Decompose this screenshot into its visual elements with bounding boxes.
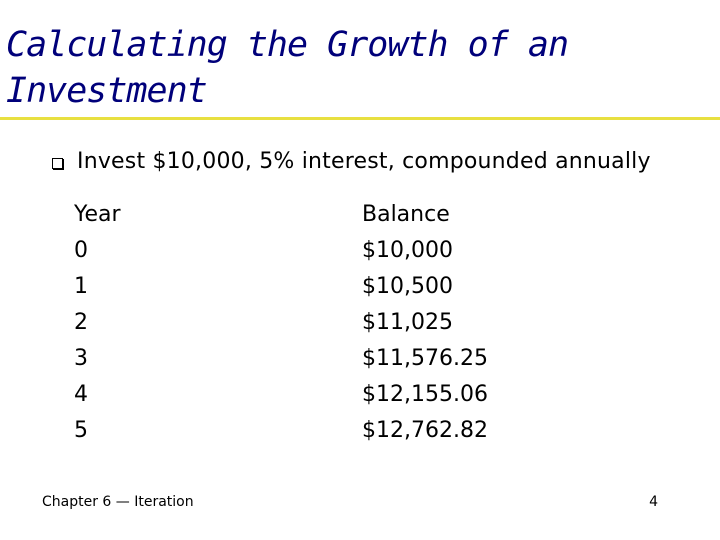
- year-cell: 5: [74, 418, 88, 443]
- slide-title: Calculating the Growth of an Investment: [6, 25, 569, 111]
- balance-cell: $11,025: [362, 310, 453, 335]
- table-row: 1 $10,500: [0, 269, 720, 305]
- page-number: 4: [649, 494, 658, 510]
- balance-cell: $12,155.06: [362, 382, 488, 407]
- year-cell: 4: [74, 382, 88, 407]
- year-cell: 3: [74, 346, 88, 371]
- table-row: 0 $10,000: [0, 233, 720, 269]
- year-cell: 1: [74, 274, 88, 299]
- bullet-item: Invest $10,000, 5% interest, compounded …: [52, 146, 651, 178]
- table-row: 4 $12,155.06: [0, 377, 720, 413]
- table-header-row: Year Balance: [0, 197, 720, 233]
- title-divider: [0, 117, 720, 120]
- balance-table: Year Balance 0 $10,000 1 $10,500 2 $11,0…: [0, 197, 720, 449]
- table-row: 3 $11,576.25: [0, 341, 720, 377]
- table-row: 5 $12,762.82: [0, 413, 720, 449]
- square-bullet-icon: [52, 157, 63, 169]
- footer-chapter: Chapter 6 — Iteration: [42, 494, 194, 510]
- balance-column-header: Balance: [362, 202, 450, 227]
- bullet-text: Invest $10,000, 5% interest, compounded …: [77, 149, 651, 174]
- balance-cell: $10,500: [362, 274, 453, 299]
- balance-cell: $10,000: [362, 238, 453, 263]
- year-column-header: Year: [74, 202, 121, 227]
- balance-cell: $11,576.25: [362, 346, 488, 371]
- year-cell: 2: [74, 310, 88, 335]
- balance-cell: $12,762.82: [362, 418, 488, 443]
- year-cell: 0: [74, 238, 88, 263]
- table-row: 2 $11,025: [0, 305, 720, 341]
